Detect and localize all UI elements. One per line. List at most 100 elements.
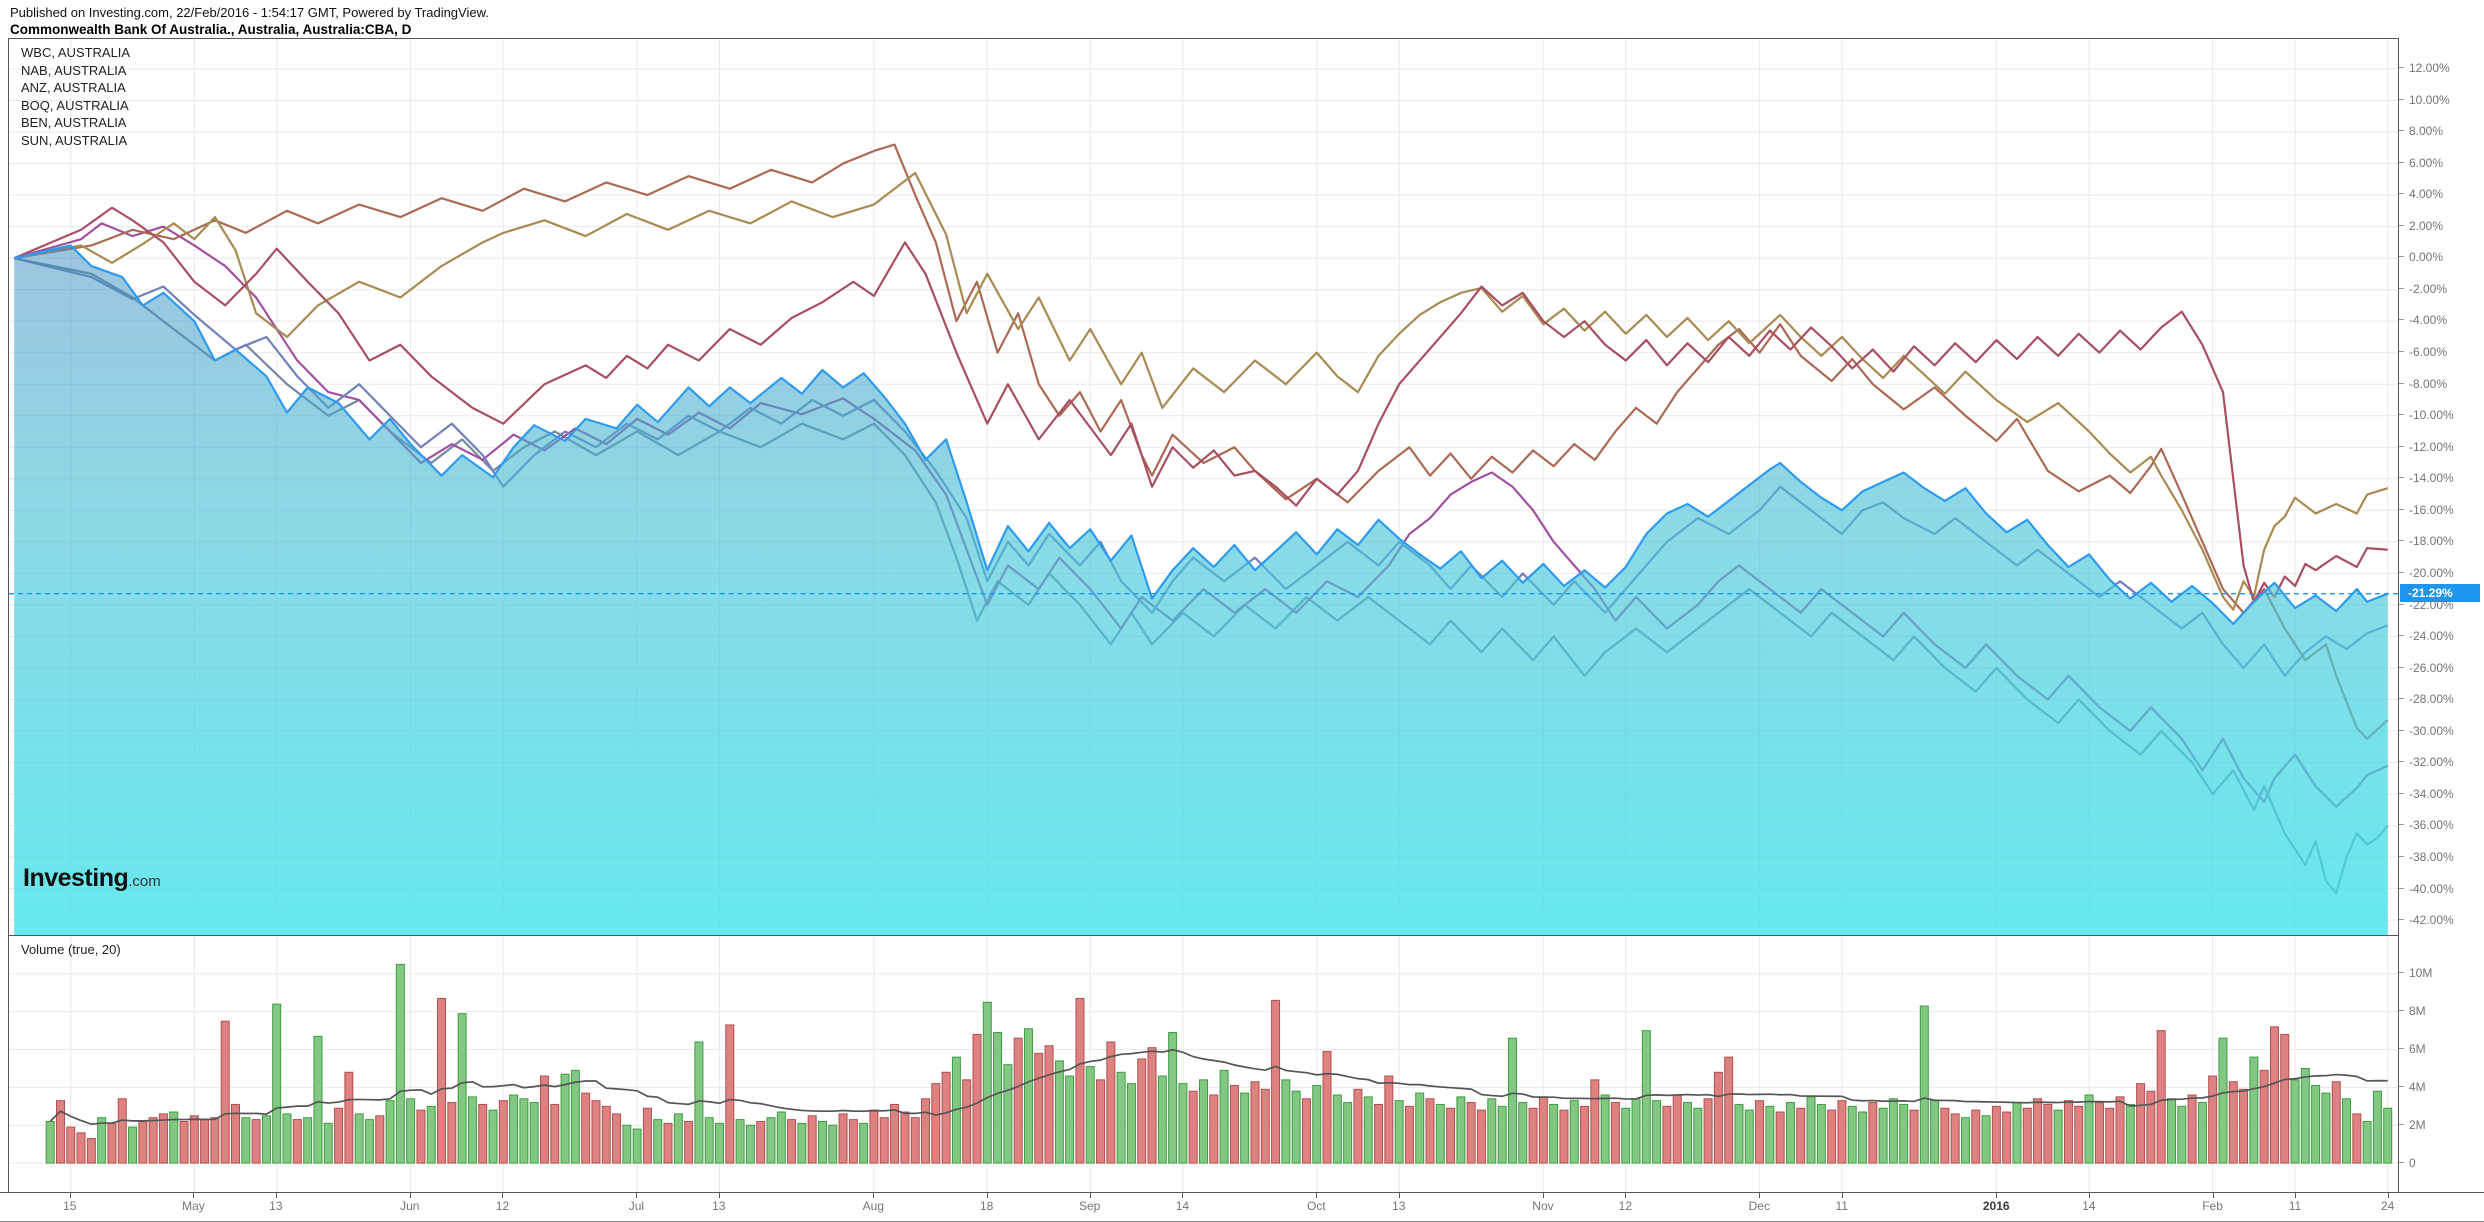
volume-bar-up[interactable]	[2290, 1079, 2300, 1164]
volume-bar-up[interactable]	[467, 1096, 477, 1164]
volume-bar-up[interactable]	[1930, 1100, 1940, 1164]
volume-bar-up[interactable]	[1023, 1028, 1033, 1164]
volume-bar-down[interactable]	[1188, 1090, 1198, 1164]
volume-bar-down[interactable]	[2331, 1081, 2341, 1164]
volume-bar-up[interactable]	[169, 1111, 179, 1164]
volume-bar-up[interactable]	[2362, 1120, 2372, 1164]
volume-bar-down[interactable]	[2063, 1100, 2073, 1164]
volume-bar-up[interactable]	[735, 1119, 745, 1164]
volume-bar-down[interactable]	[1384, 1075, 1394, 1164]
volume-bar-down[interactable]	[1137, 1058, 1147, 1164]
volume-bar-down[interactable]	[848, 1119, 858, 1164]
volume-bar-up[interactable]	[632, 1128, 642, 1164]
volume-bar-down[interactable]	[900, 1111, 910, 1164]
volume-bar-down[interactable]	[1096, 1079, 1106, 1164]
volume-bar-down[interactable]	[2228, 1081, 2238, 1164]
volume-bar-down[interactable]	[1044, 1045, 1054, 1164]
volume-bar-down[interactable]	[1775, 1111, 1785, 1164]
volume-bar-up[interactable]	[1785, 1102, 1795, 1164]
volume-bar-down[interactable]	[138, 1120, 148, 1164]
volume-bar-down[interactable]	[1724, 1056, 1734, 1164]
volume-bar-down[interactable]	[1322, 1050, 1332, 1164]
volume-bar-down[interactable]	[292, 1119, 302, 1164]
volume-bar-up[interactable]	[2166, 1098, 2176, 1164]
volume-bar-up[interactable]	[776, 1111, 786, 1164]
volume-bar-down[interactable]	[1662, 1105, 1672, 1164]
legend-item-boq[interactable]: BOQ, AUSTRALIA	[21, 97, 129, 113]
volume-bar-up[interactable]	[1126, 1083, 1136, 1164]
volume-bar-down[interactable]	[1868, 1102, 1878, 1164]
volume-bar-up[interactable]	[1178, 1083, 1188, 1164]
volume-bar-up[interactable]	[1240, 1092, 1250, 1164]
series-line-cba[interactable]	[13, 244, 2389, 625]
series-line-wbc[interactable]	[13, 206, 2388, 603]
volume-bar-down[interactable]	[200, 1119, 210, 1164]
volume-bar-up[interactable]	[2311, 1085, 2321, 1164]
volume-bar-up[interactable]	[2197, 1102, 2207, 1164]
volume-bar-down[interactable]	[1075, 997, 1085, 1164]
volume-bar-down[interactable]	[498, 1100, 508, 1164]
volume-bar-down[interactable]	[1610, 1102, 1620, 1164]
volume-bar-down[interactable]	[684, 1120, 694, 1164]
volume-bar-up[interactable]	[519, 1098, 529, 1164]
volume-bar-up[interactable]	[982, 1001, 992, 1164]
volume-bar-down[interactable]	[1580, 1105, 1590, 1164]
volume-bar-up[interactable]	[1878, 1107, 1888, 1164]
volume-bar-down[interactable]	[117, 1098, 127, 1164]
volume-bar-down[interactable]	[1013, 1037, 1023, 1164]
volume-bar-down[interactable]	[1909, 1109, 1919, 1164]
volume-bar-up[interactable]	[1435, 1103, 1445, 1164]
volume-bar-up[interactable]	[2383, 1107, 2393, 1164]
volume-bar-up[interactable]	[1291, 1090, 1301, 1164]
volume-bar-up[interactable]	[488, 1109, 498, 1164]
price-chart-svg[interactable]	[9, 39, 2398, 935]
volume-bar-down[interactable]	[2259, 1069, 2269, 1164]
volume-bar-up[interactable]	[1858, 1111, 1868, 1164]
volume-bar-down[interactable]	[2187, 1094, 2197, 1164]
volume-bar-up[interactable]	[1394, 1100, 1404, 1164]
volume-bar-up[interactable]	[1281, 1079, 1291, 1164]
volume-bar-up[interactable]	[1199, 1079, 1208, 1164]
volume-bar-down[interactable]	[972, 1033, 982, 1164]
volume-bar-up[interactable]	[97, 1117, 107, 1164]
volume-bar-up[interactable]	[457, 1013, 467, 1164]
volume-bar-down[interactable]	[725, 1024, 735, 1164]
volume-bar-up[interactable]	[2321, 1092, 2331, 1164]
volume-bar-down[interactable]	[2269, 1026, 2279, 1164]
volume-bar-up[interactable]	[1806, 1096, 1816, 1164]
volume-bar-up[interactable]	[828, 1124, 838, 1164]
volume-bar-down[interactable]	[1991, 1105, 2001, 1164]
volume-bar-down[interactable]	[55, 1100, 65, 1164]
volume-bar-down[interactable]	[437, 997, 447, 1164]
volume-bar-up[interactable]	[745, 1124, 755, 1164]
volume-bar-up[interactable]	[653, 1119, 663, 1164]
volume-bar-down[interactable]	[1950, 1113, 1960, 1164]
volume-bar-down[interactable]	[869, 1109, 879, 1164]
volume-bar-down[interactable]	[2352, 1113, 2362, 1164]
volume-bar-up[interactable]	[406, 1098, 416, 1164]
volume-bar-up[interactable]	[1085, 1066, 1095, 1164]
volume-bar-up[interactable]	[1549, 1103, 1559, 1164]
volume-bar-up[interactable]	[1168, 1032, 1178, 1164]
volume-bar-up[interactable]	[2342, 1098, 2352, 1164]
volume-bar-up[interactable]	[509, 1094, 519, 1164]
volume-bar-up[interactable]	[1456, 1096, 1466, 1164]
volume-bar-down[interactable]	[1250, 1081, 1260, 1164]
volume-bar-down[interactable]	[1559, 1109, 1569, 1164]
volume-bar-down[interactable]	[2094, 1102, 2104, 1164]
volume-bar-down[interactable]	[210, 1117, 220, 1164]
legend-item-wbc[interactable]: WBC, AUSTRALIA	[21, 45, 131, 60]
volume-bar-up[interactable]	[1507, 1037, 1517, 1164]
volume-bar-up[interactable]	[817, 1120, 827, 1164]
volume-bar-down[interactable]	[1229, 1085, 1239, 1164]
volume-bar-down[interactable]	[1353, 1088, 1363, 1164]
volume-bar-up[interactable]	[1157, 1075, 1167, 1164]
volume-bar-down[interactable]	[787, 1119, 797, 1164]
volume-bar-down[interactable]	[1425, 1098, 1435, 1164]
volume-bar-up[interactable]	[303, 1117, 313, 1164]
volume-bar-down[interactable]	[220, 1020, 230, 1164]
volume-bar-down[interactable]	[941, 1071, 951, 1164]
volume-bar-up[interactable]	[1600, 1094, 1610, 1164]
volume-bar-down[interactable]	[1476, 1109, 1486, 1164]
volume-bar-down[interactable]	[2043, 1103, 2053, 1164]
